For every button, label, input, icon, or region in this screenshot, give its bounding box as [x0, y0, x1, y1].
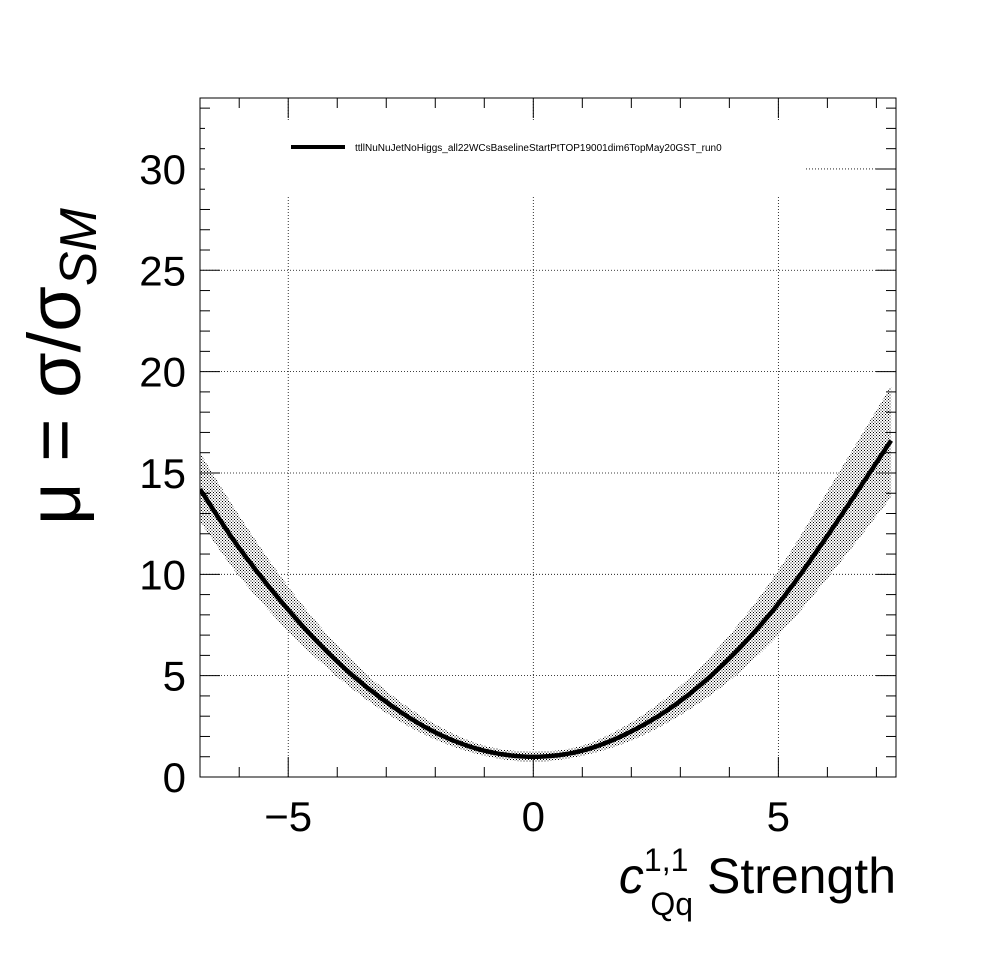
y-tick-label: 30 [139, 146, 186, 193]
x-axis-title-rest: Strength [693, 848, 896, 904]
x-axis-title-superscript: 1,1 [644, 842, 688, 878]
y-tick-label: 15 [139, 450, 186, 497]
y-tick-label: 0 [163, 754, 186, 801]
y-tick-label: 20 [139, 349, 186, 396]
x-axis-title-subscript: Qq [650, 886, 693, 922]
series-line [200, 439, 893, 759]
x-tick-label: 5 [767, 793, 790, 840]
y-tick-label: 25 [139, 247, 186, 294]
plot-frame [199, 97, 897, 778]
legend-mask [205, 120, 805, 195]
y-axis-title: μ = σ/σSM [13, 207, 108, 525]
y-axis-title-subscript: SM [50, 207, 108, 286]
grid-lines [200, 98, 896, 777]
x-axis-title-symbol: c [619, 848, 644, 904]
y-tick-label: 5 [163, 653, 186, 700]
svg-text:μ = σ/σSM: μ = σ/σSM [13, 207, 108, 525]
x-axis-title: c1,1 Qq Strength [619, 842, 896, 922]
x-tick-label: −5 [264, 793, 312, 840]
legend-entry: ttllNuNuJetNoHiggs_all22WCsBaselineStart… [355, 143, 722, 154]
y-axis-title-main: μ = σ/σ [13, 286, 96, 525]
y-tick-label: 10 [139, 551, 186, 598]
uncertainty-band [200, 385, 892, 762]
x-tick-label: 0 [522, 793, 545, 840]
